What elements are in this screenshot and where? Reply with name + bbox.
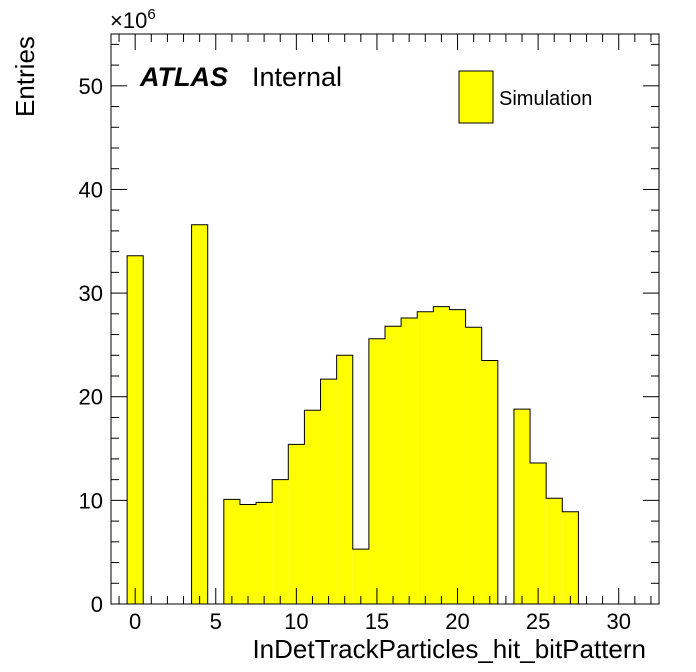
y-axis-title: Entries bbox=[10, 36, 40, 117]
x-tick-label: 20 bbox=[445, 609, 469, 634]
histogram-bar bbox=[385, 326, 402, 604]
y-tick-label: 40 bbox=[79, 177, 103, 202]
histogram-bar bbox=[304, 410, 321, 604]
tick-labels: 0 5 10 15 20 25 30 0 10 20 30 40 50 bbox=[79, 74, 631, 634]
x-tick-label: 10 bbox=[284, 609, 308, 634]
histogram-bar bbox=[352, 549, 369, 604]
y-tick-label: 20 bbox=[79, 385, 103, 410]
histogram-bar bbox=[288, 444, 305, 604]
histogram-bar bbox=[256, 502, 273, 604]
histogram-bar bbox=[530, 463, 547, 604]
histogram-bar bbox=[127, 255, 144, 605]
y-tick-label: 30 bbox=[79, 281, 103, 306]
histogram-bar bbox=[465, 327, 482, 604]
histogram-bar bbox=[481, 360, 498, 604]
histogram-bar bbox=[368, 338, 385, 604]
internal-label: Internal bbox=[252, 62, 342, 92]
x-tick-label: 5 bbox=[210, 609, 222, 634]
histogram-bar bbox=[546, 498, 563, 604]
histogram-bar bbox=[191, 224, 208, 604]
histogram-bar bbox=[320, 379, 337, 604]
histogram-bar bbox=[336, 355, 353, 604]
x-tick-label: 0 bbox=[129, 609, 141, 634]
x-tick-label: 25 bbox=[526, 609, 550, 634]
x-tick-label: 30 bbox=[606, 609, 630, 634]
histogram-bar bbox=[433, 306, 450, 604]
x-tick-label: 15 bbox=[365, 609, 389, 634]
legend-entry: Simulation bbox=[499, 88, 592, 110]
y-tick-label: 10 bbox=[79, 488, 103, 513]
histogram-bar bbox=[223, 499, 240, 604]
histogram-bar bbox=[272, 479, 289, 604]
histogram-bars bbox=[126, 224, 643, 605]
histogram-bar bbox=[562, 511, 579, 604]
histogram-bar bbox=[239, 504, 257, 604]
x-axis-title: InDetTrackParticles_hit_bitPattern bbox=[252, 634, 646, 664]
histogram-bar bbox=[401, 317, 418, 604]
y-tick-label: 50 bbox=[79, 74, 103, 99]
histogram-bar bbox=[417, 311, 434, 604]
y-tick-label: 0 bbox=[91, 592, 103, 617]
plot-frame bbox=[110, 33, 660, 605]
histogram-bar bbox=[449, 309, 466, 604]
histogram-bar bbox=[513, 409, 531, 604]
y-axis-multiplier: ×106 bbox=[110, 6, 156, 33]
axis-ticks bbox=[111, 34, 659, 605]
atlas-label: ATLAS bbox=[139, 62, 228, 92]
legend-swatch bbox=[458, 70, 494, 124]
